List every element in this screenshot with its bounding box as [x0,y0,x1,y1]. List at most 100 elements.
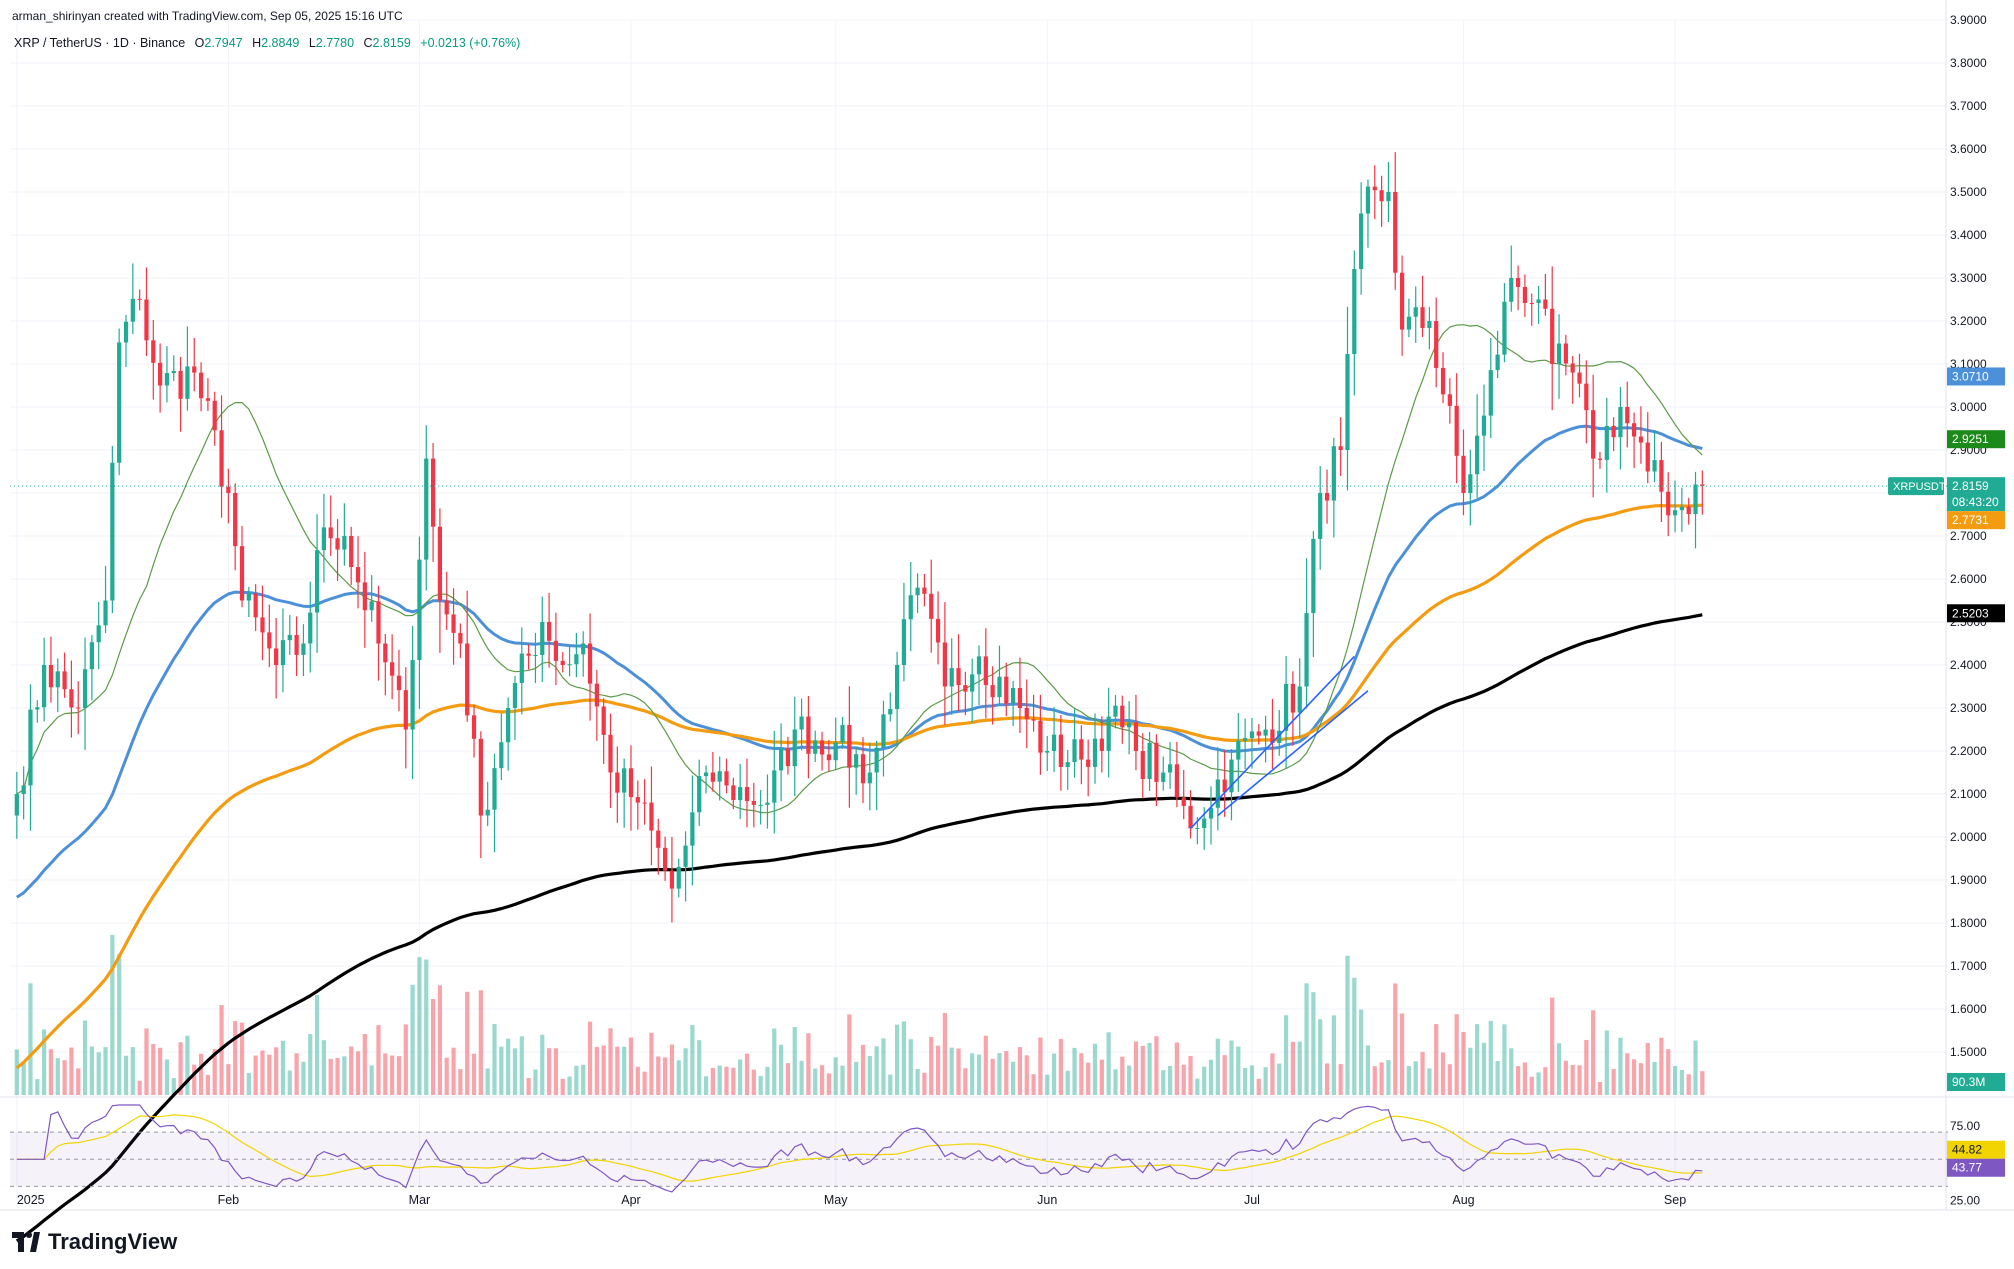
volume-bar [1127,1065,1132,1095]
volume-bar [355,1051,361,1095]
volume-bar [1331,1015,1336,1095]
volume-bar [1174,1042,1180,1095]
volume-bar [683,1048,688,1095]
rsi-line [16,1104,1703,1193]
y-tick-label: 3.0000 [1950,400,1987,414]
candle-body [55,671,60,688]
volume-bar [1591,1010,1596,1095]
candle-body [1700,484,1705,487]
candle-body [813,740,818,754]
volume-bar [512,1048,518,1095]
volume-bar [1072,1047,1077,1095]
volume-bar [1270,1053,1275,1095]
volume-bar [239,1022,245,1095]
candle-body [785,748,791,767]
low-label: L [308,36,316,50]
volume-bar [970,1053,975,1095]
candle-body [1543,299,1548,309]
candle-body [1024,708,1029,720]
tradingview-logo[interactable]: TradingView [12,1229,177,1255]
candle-body [28,709,33,786]
volume-bar [123,1055,129,1095]
candle-body [260,617,265,633]
volume-bar [1065,1070,1070,1095]
ema-black-label-box [1947,604,2005,623]
candle-body [1399,272,1405,330]
candle-body [540,622,545,656]
volume-bar [117,954,122,1095]
candle-body [1133,722,1139,751]
y-tick-label: 1.6000 [1950,1002,1987,1016]
volume-bar [55,1058,60,1095]
candle-body [219,430,224,487]
volume-bar [314,994,320,1095]
volume-bar [1038,1037,1043,1095]
volume-bar [424,959,429,1095]
candle-body [123,321,129,343]
candle-body [1051,734,1057,751]
volume-bar [922,1072,927,1095]
volume-bar [192,1064,197,1095]
candle-body [267,632,272,649]
candle-body [949,668,954,687]
candle-body [997,676,1002,698]
volume-bar [458,1069,463,1095]
volume-bar [1345,955,1350,1095]
candle-body [137,298,142,300]
volume-bar [662,1057,668,1095]
sma-green-line [16,324,1703,814]
candle-body [1065,762,1070,767]
volume-bar [669,1044,675,1095]
volume-bar [1140,1045,1145,1095]
candle-body [1502,301,1507,355]
volume-bar [1440,1052,1446,1095]
candle-body [697,776,702,813]
volume-bar [478,990,483,1095]
candle-body [1461,455,1466,493]
volume-bar [1215,1038,1220,1095]
candle-body [1509,278,1514,302]
volume-bar [615,1046,620,1095]
candle-body [355,567,361,583]
volume-bar [130,1047,135,1095]
volume-bar [1352,977,1357,1095]
candle-body [833,742,838,761]
candle-body [48,665,54,688]
candle-body [1652,460,1657,472]
volume-bar [847,1014,852,1095]
volume-bar [785,1063,791,1095]
volume-bar [1693,1040,1698,1095]
volume-bar [137,1080,142,1095]
volume-bar [1686,1074,1691,1095]
axes: 1.5000 1.6000 1.7000 1.8000 1.9000 2.0000 2.10… [0,0,2014,1211]
volume-bar [1434,1024,1439,1095]
candle-body [205,398,211,401]
volume-bar [690,1025,695,1095]
volume-bar [567,1076,572,1095]
candle-body [649,802,654,831]
candle-body [342,536,347,550]
candle-body [881,714,886,748]
attribution: arman_shirinyan created with TradingView… [12,9,403,23]
volume-bar [171,1078,176,1095]
volume-bar [553,1048,559,1095]
volume-bar [76,1068,81,1095]
y-tick-label: 1.8000 [1950,916,1987,930]
volume-bar [1338,1064,1343,1095]
candle-body [76,707,81,709]
candle-body [1475,435,1480,475]
candle-body [383,643,388,663]
volume-bar [417,957,422,1095]
candle-body [840,724,845,743]
candle-body [1236,740,1241,760]
candle-body [1045,751,1050,753]
candle-body [151,340,156,363]
candle-body [110,462,115,601]
volume-bar [383,1053,388,1095]
volume-bar [1283,1015,1289,1095]
volume-bar [1563,1060,1568,1095]
symbol-legend[interactable]: XRP / TetherUS · 1D · Binance O2.7947 H2… [14,36,520,50]
candle-body [396,675,402,691]
ema-orange-line [15,503,1703,1070]
